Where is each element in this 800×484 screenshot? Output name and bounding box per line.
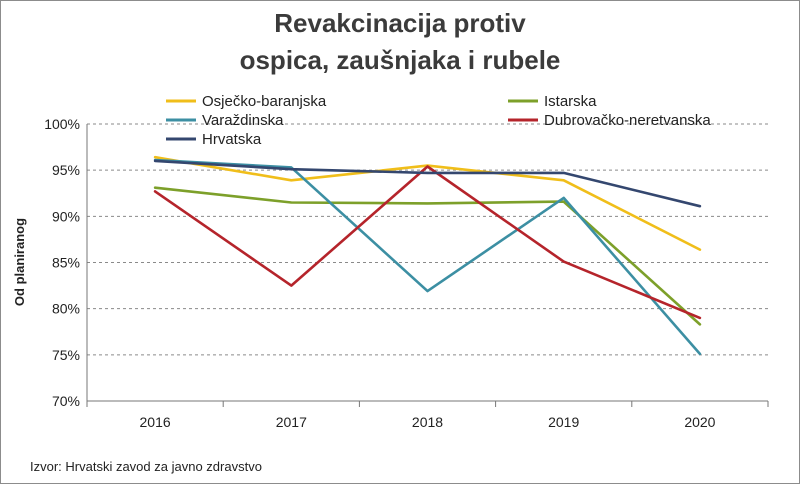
legend-label: Osječko-baranjska (202, 93, 327, 110)
source-note: Izvor: Hrvatski zavod za javno zdravstvo (30, 459, 262, 474)
legend: Osječko-baranjska Istarska Varaždinska Dubr… (166, 93, 711, 148)
x-tick-label: 2020 (684, 414, 715, 430)
y-tick-label: 70% (52, 393, 80, 409)
legend-label: Dubrovačko-neretvanska (544, 112, 711, 129)
legend-label: Istarska (544, 93, 597, 110)
y-tick-label: 95% (52, 162, 80, 178)
series-line-dubrovacko-neretvanska (153, 165, 702, 320)
y-axis-ticks: 70% 75% 80% 85% 90% 95% 100% (44, 116, 80, 409)
series-line-hrvatska (153, 159, 702, 208)
x-axis-ticks: 2016 2017 2018 2019 2020 (140, 414, 716, 430)
x-tick-label: 2017 (276, 414, 307, 430)
x-tick-label: 2019 (548, 414, 579, 430)
x-tick-label: 2018 (412, 414, 443, 430)
y-tick-label: 100% (44, 116, 80, 132)
y-tick-label: 85% (52, 255, 80, 271)
series-line-varazdinska (153, 158, 702, 356)
legend-label: Hrvatska (202, 131, 262, 148)
x-tick-label: 2016 (140, 414, 171, 430)
chart-title-line-1: Revakcinacija protiv (274, 8, 526, 38)
chart-title-line-2: ospica, zaušnjaka i rubele (240, 45, 561, 75)
y-tick-label: 90% (52, 208, 80, 224)
gridlines (86, 123, 769, 407)
y-tick-label: 80% (52, 301, 80, 317)
series-lines (153, 155, 702, 356)
y-tick-label: 75% (52, 347, 80, 363)
y-axis-label: Od planiranog (12, 218, 27, 306)
series-line-istarska (153, 186, 702, 326)
legend-label: Varaždinska (202, 112, 284, 129)
